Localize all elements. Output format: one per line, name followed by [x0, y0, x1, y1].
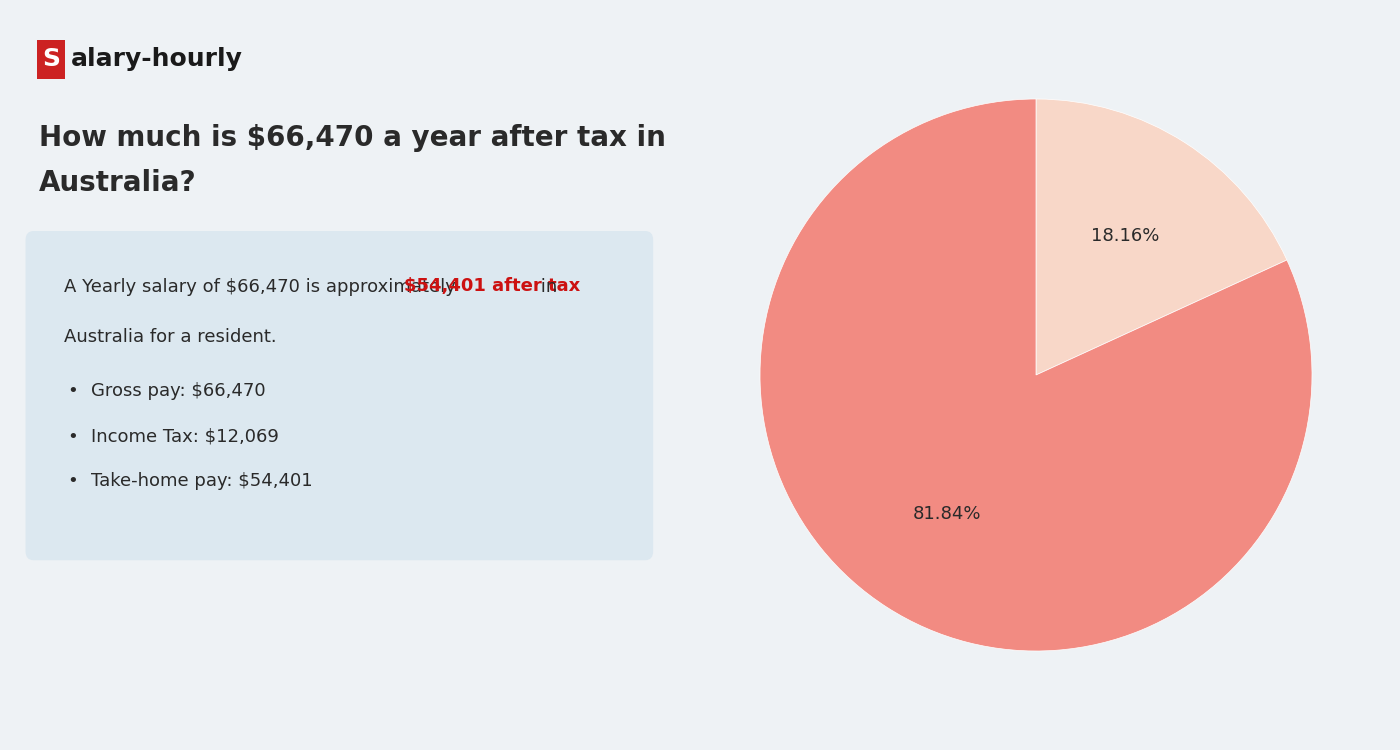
Text: Gross pay: $66,470: Gross pay: $66,470: [91, 382, 266, 400]
Text: 18.16%: 18.16%: [1091, 226, 1159, 244]
Text: S: S: [42, 47, 60, 71]
Text: $54,401 after tax: $54,401 after tax: [403, 278, 580, 296]
Wedge shape: [760, 99, 1312, 651]
Text: A Yearly salary of $66,470 is approximately: A Yearly salary of $66,470 is approximat…: [64, 278, 462, 296]
Text: How much is $66,470 a year after tax in: How much is $66,470 a year after tax in: [39, 124, 666, 152]
Text: •: •: [67, 472, 78, 490]
Text: 81.84%: 81.84%: [913, 506, 981, 524]
Text: Australia?: Australia?: [39, 169, 196, 196]
Text: •: •: [67, 382, 78, 400]
Text: Australia for a resident.: Australia for a resident.: [64, 328, 276, 346]
Text: Take-home pay: $54,401: Take-home pay: $54,401: [91, 472, 312, 490]
FancyBboxPatch shape: [36, 40, 66, 79]
Text: Income Tax: $12,069: Income Tax: $12,069: [91, 427, 279, 445]
Text: in: in: [535, 278, 557, 296]
Text: alary-hourly: alary-hourly: [70, 47, 242, 71]
FancyBboxPatch shape: [25, 231, 654, 560]
Text: •: •: [67, 427, 78, 445]
Wedge shape: [1036, 99, 1287, 375]
